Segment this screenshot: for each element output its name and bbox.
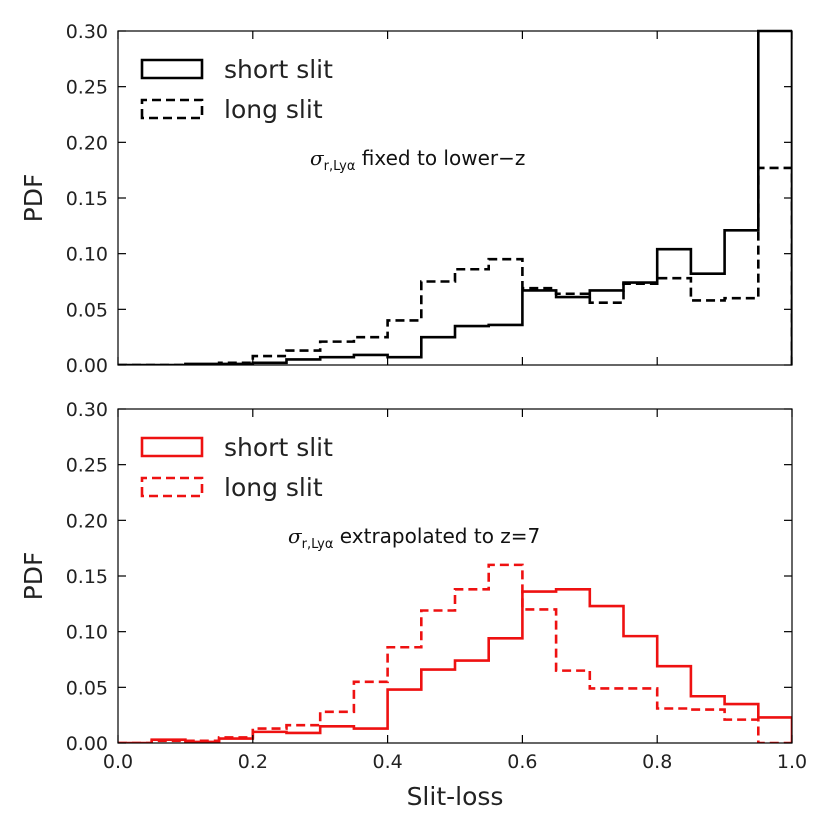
bottom-x-tick-label: 0.4 — [372, 751, 402, 773]
bottom-y-tick-label: 0.05 — [66, 677, 108, 699]
bottom-x-tick-label: 0.6 — [507, 751, 537, 773]
bottom-x-tick-label: 1.0 — [777, 751, 807, 773]
top-panel: 0.00 0.05 0.10 0.15 0.20 0.25 0.30 PDF short sli… — [19, 21, 793, 377]
bottom-x-tick-label: 0.2 — [238, 751, 268, 773]
bottom-annotation: σr,Lyα extrapolated to z=7 — [288, 524, 540, 552]
top-legend-swatch-short-slit — [140, 58, 204, 80]
top-y-tick-label: 0.15 — [66, 188, 108, 210]
top-y-tick-label: 0.30 — [66, 21, 108, 43]
bottom-legend-swatch-long-slit — [140, 476, 204, 498]
top-long-slit-histogram — [118, 166, 792, 365]
bottom-y-tick-label: 0.15 — [66, 566, 108, 588]
top-axes-frame — [117, 30, 793, 366]
top-y-tick-label: 0.25 — [66, 77, 108, 99]
top-y-tick-label: 0.00 — [66, 355, 108, 377]
top-annotation: σr,Lyα fixed to lower−z — [310, 146, 525, 174]
bottom-legend-label-short-slit: short slit — [224, 433, 333, 462]
top-legend-swatch-long-slit — [140, 98, 204, 120]
bottom-y-tick-label: 0.10 — [66, 622, 108, 644]
bottom-legend-label-long-slit: long slit — [224, 473, 323, 502]
bottom-y-tick-label: 0.25 — [66, 455, 108, 477]
top-y-tick-label: 0.05 — [66, 299, 108, 321]
bottom-panel: 0.00 0.05 0.10 0.15 0.20 0.25 0.30 0.0 0.2 0.4 0.6… — [19, 399, 807, 811]
bottom-y-tick-label: 0.30 — [66, 399, 108, 421]
bottom-y-tick-label: 0.20 — [66, 510, 108, 532]
top-y-axis-label: PDF — [19, 174, 48, 223]
x-axis-label: Slit-loss — [407, 782, 504, 811]
top-short-slit-histogram — [118, 29, 792, 365]
bottom-x-tick-label: 0.8 — [642, 751, 672, 773]
top-y-tick-label: 0.10 — [66, 244, 108, 266]
bottom-x-tick-label: 0.0 — [103, 751, 133, 773]
top-y-tick-label: 0.20 — [66, 132, 108, 154]
top-legend-label-short-slit: short slit — [224, 55, 333, 84]
bottom-short-slit-histogram — [118, 588, 792, 743]
bottom-y-tick-label: 0.00 — [66, 733, 108, 755]
bottom-y-axis-label: PDF — [19, 552, 48, 601]
bottom-long-slit-histogram — [118, 563, 792, 743]
top-legend-label-long-slit: long slit — [224, 95, 323, 124]
bottom-legend-swatch-short-slit — [140, 436, 204, 458]
